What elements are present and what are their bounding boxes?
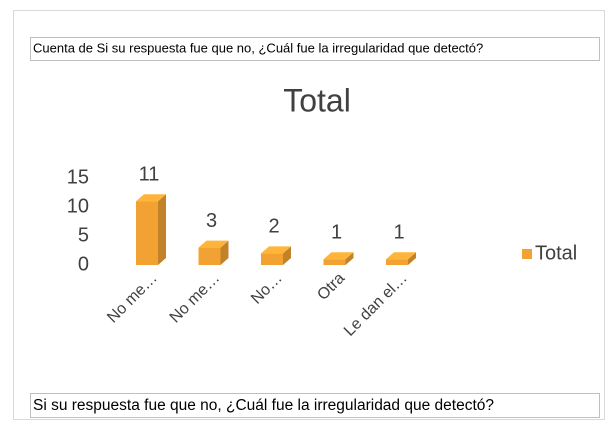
data-label: 1	[393, 221, 404, 243]
bar-side	[345, 252, 354, 265]
bar	[261, 246, 291, 265]
bar-top	[261, 246, 291, 254]
legend-swatch	[522, 249, 532, 259]
bar-side	[158, 194, 166, 265]
chart-title: Total	[283, 82, 351, 118]
bar	[136, 194, 166, 265]
chart-area	[13, 10, 605, 420]
bar-front	[198, 247, 221, 265]
data-label: 2	[268, 216, 279, 238]
bar-front	[386, 259, 408, 265]
filter-label: Cuenta de Si su respuesta fue que no, ¿C…	[33, 40, 483, 55]
bar-front	[323, 259, 346, 265]
bar	[198, 240, 229, 265]
data-label: 3	[206, 210, 217, 232]
bar-side	[283, 246, 291, 265]
bar	[323, 252, 354, 265]
bar-front	[261, 253, 283, 265]
bar-top	[136, 194, 166, 202]
y-tick-label: 5	[78, 224, 89, 246]
bar-top	[198, 240, 229, 248]
bar-top	[323, 252, 354, 260]
y-tick-label: 15	[67, 166, 89, 188]
y-tick-label: 0	[78, 253, 89, 275]
data-label: 11	[139, 163, 160, 185]
y-tick-label: 10	[67, 195, 89, 217]
data-label: 1	[331, 221, 342, 243]
legend-label: Total	[535, 242, 577, 264]
bar-top	[386, 252, 416, 260]
bar-side	[220, 240, 229, 265]
bar-side	[408, 252, 416, 265]
field-label: Si su respuesta fue que no, ¿Cuál fue la…	[33, 397, 494, 414]
bar-front	[136, 201, 158, 265]
filter-button[interactable]	[30, 37, 600, 61]
bar	[386, 252, 416, 265]
field-button[interactable]	[30, 393, 600, 418]
